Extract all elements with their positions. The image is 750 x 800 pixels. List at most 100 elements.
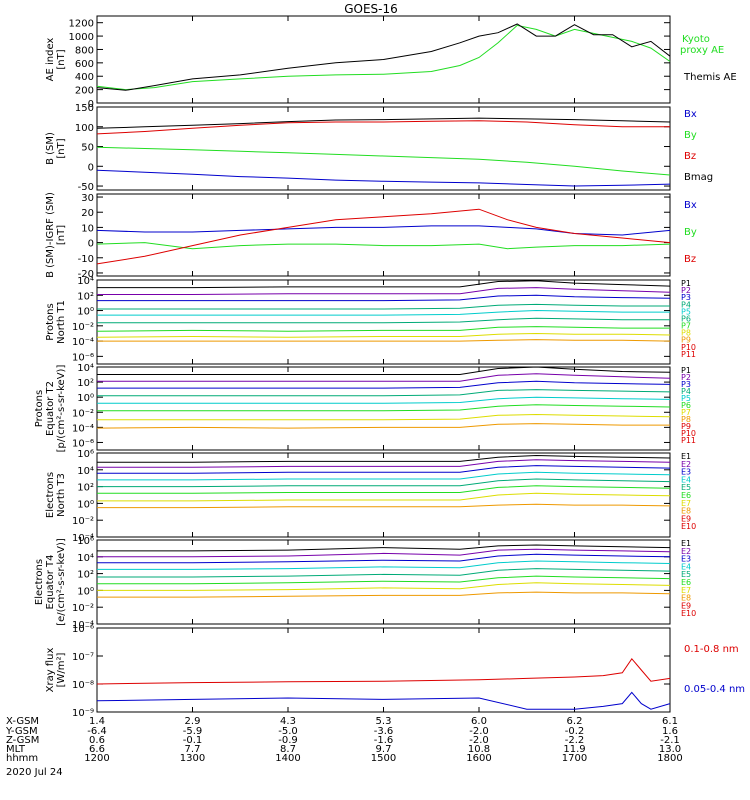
y-tick-label: 10⁻⁶ bbox=[72, 438, 94, 449]
x-axis-value: -1.6 bbox=[374, 735, 394, 746]
legend-entry: E10 bbox=[681, 609, 696, 618]
x-axis-value: -2.2 bbox=[565, 735, 585, 746]
series-line-e3 bbox=[97, 465, 671, 474]
y-tick-label: 10⁰ bbox=[77, 393, 94, 404]
x-axis-value: 8.7 bbox=[280, 744, 296, 755]
panel-frame bbox=[96, 452, 671, 538]
series-line-p5 bbox=[97, 309, 670, 316]
series-line-by bbox=[96, 242, 671, 250]
y-axis-label: Xray flux bbox=[45, 648, 56, 693]
series-line-e3 bbox=[97, 553, 671, 564]
series-line-e2 bbox=[97, 548, 671, 558]
legend-entry: E9 bbox=[681, 514, 691, 523]
legend-entry: P6 bbox=[681, 314, 691, 323]
y-axis-label: North T1 bbox=[56, 300, 67, 344]
panel-frame bbox=[96, 539, 671, 625]
legend-entry: E8 bbox=[681, 594, 691, 603]
x-axis-row-label: X-GSM bbox=[6, 716, 39, 727]
y-tick-label: 0 bbox=[88, 99, 94, 110]
y-tick-label: 10² bbox=[77, 291, 94, 302]
x-axis-value: 1.4 bbox=[89, 716, 105, 727]
legend-entry: P1 bbox=[681, 279, 691, 288]
legend-entry: E5 bbox=[681, 483, 691, 492]
x-axis-value: -5.9 bbox=[183, 726, 203, 737]
series-line-p3 bbox=[97, 294, 671, 302]
y-tick-label: 0 bbox=[88, 239, 94, 250]
series-line-e5 bbox=[97, 478, 671, 488]
series-line-e1 bbox=[97, 544, 671, 552]
x-axis-value: 1500 bbox=[371, 753, 396, 764]
legend-entry: E10 bbox=[681, 522, 696, 531]
x-axis-value: -2.0 bbox=[469, 726, 489, 737]
legend-entry: E4 bbox=[681, 475, 691, 484]
y-tick-label: 20 bbox=[81, 208, 94, 219]
y-axis-label: [nT] bbox=[56, 138, 67, 158]
panel-pt1: 10⁴ 10² 10⁰ 10⁻² 10⁻⁴ 10⁻⁶ Protons North T1 P1P2… bbox=[45, 276, 696, 365]
legend-entry: P3 bbox=[681, 380, 691, 389]
legend-entry: Kyoto bbox=[682, 34, 710, 45]
y-tick-label: 10⁰ bbox=[77, 307, 94, 318]
legend-entry: P8 bbox=[681, 329, 691, 338]
x-axis-value: 1400 bbox=[275, 753, 300, 764]
legend-entry: E6 bbox=[681, 491, 691, 500]
x-axis-value: -0.2 bbox=[565, 726, 585, 737]
y-tick-label: 10⁻² bbox=[72, 322, 94, 333]
legend-entry: E2 bbox=[681, 547, 691, 556]
y-tick-label: 10⁴ bbox=[77, 466, 94, 477]
legend-entry: P8 bbox=[681, 415, 691, 424]
series-line-e8 bbox=[97, 503, 671, 509]
y-axis-label: Equator T2 bbox=[45, 381, 56, 436]
y-tick-label: 10⁴ bbox=[77, 276, 94, 287]
x-axis-value: 0.6 bbox=[89, 735, 105, 746]
y-axis-label: B (SM)-IGRF (SM) bbox=[45, 192, 56, 278]
series-line-p2 bbox=[97, 373, 671, 382]
series-line-e6 bbox=[97, 485, 671, 494]
legend-entry: E6 bbox=[681, 578, 691, 587]
legend-entry: E5 bbox=[681, 570, 691, 579]
y-tick-label: 1200 bbox=[69, 19, 94, 30]
legend-entry: Bmag bbox=[684, 172, 713, 183]
y-tick-label: 10⁴ bbox=[77, 553, 94, 564]
y-axis-label: North T3 bbox=[56, 473, 67, 517]
series-line-p8 bbox=[96, 332, 671, 338]
x-axis-value: 6.2 bbox=[567, 716, 583, 727]
series-line-kyoto-proxy-ae bbox=[96, 24, 671, 91]
series-line-p9 bbox=[97, 339, 671, 342]
y-tick-label: 10⁻⁴ bbox=[72, 423, 94, 434]
y-tick-label: 150 bbox=[75, 103, 94, 114]
legend-entry: P10 bbox=[681, 343, 696, 352]
x-axis-value: 6.1 bbox=[662, 716, 678, 727]
series-line-bz bbox=[96, 208, 671, 265]
y-axis-label: [p/(cm²-s-sr-keV)] bbox=[56, 365, 67, 453]
y-tick-label: 10⁻² bbox=[72, 516, 94, 527]
legend-entry: P4 bbox=[681, 300, 691, 309]
y-tick-label: 10⁻⁷ bbox=[72, 652, 94, 663]
y-tick-label: -50 bbox=[78, 182, 94, 193]
legend-entry: proxy AE bbox=[680, 45, 724, 56]
y-tick-label: 10⁰ bbox=[77, 586, 94, 597]
y-tick-label: 10⁻⁴ bbox=[72, 533, 94, 544]
series-line-e2 bbox=[97, 459, 671, 468]
series-line-e7 bbox=[97, 492, 671, 502]
legend-entry: E7 bbox=[681, 586, 691, 595]
series-line-bx bbox=[96, 225, 671, 236]
series-line-p1 bbox=[97, 366, 671, 375]
plot-title: GOES-16 bbox=[344, 2, 398, 16]
y-tick-label: 100 bbox=[75, 123, 94, 134]
legend-entry: Themis AE bbox=[683, 72, 737, 83]
x-axis-value: 6.0 bbox=[471, 716, 487, 727]
legend-entry: E3 bbox=[681, 468, 691, 477]
y-axis-label: B (SM) bbox=[45, 132, 56, 165]
x-axis-value: -2.1 bbox=[660, 735, 680, 746]
panel-pt2: 10⁴ 10² 10⁰ 10⁻² 10⁻⁴ 10⁻⁶ Protons Equator T2 [p… bbox=[34, 363, 696, 452]
y-tick-label: 10⁻⁹ bbox=[72, 708, 94, 719]
x-axis-value: 1700 bbox=[562, 753, 587, 764]
x-axis-value: -2.0 bbox=[469, 735, 489, 746]
legend-entry: P9 bbox=[681, 336, 691, 345]
x-axis-value: -5.0 bbox=[278, 726, 298, 737]
panel-frame bbox=[96, 193, 671, 277]
x-axis-value: -0.9 bbox=[278, 735, 298, 746]
